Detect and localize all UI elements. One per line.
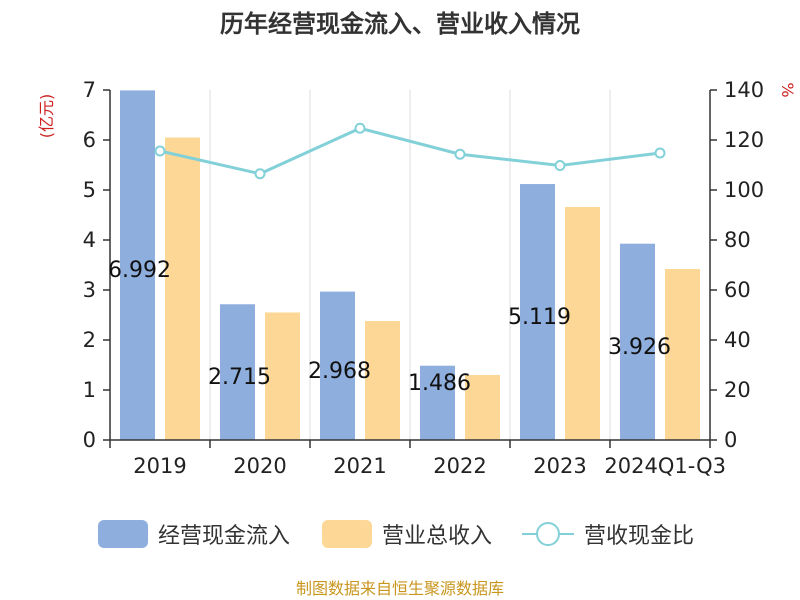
right-tick-label: 0 (724, 428, 737, 452)
data-label-cash-inflow: 5.119 (508, 305, 571, 330)
right-tick-label: 120 (724, 128, 764, 152)
data-label-cash-inflow: 6.992 (108, 258, 171, 283)
right-tick-label: 140 (724, 78, 764, 102)
left-tick-label: 1 (83, 378, 96, 402)
right-tick-label: 40 (724, 328, 751, 352)
data-label-cash-inflow: 1.486 (408, 371, 471, 396)
x-tick-label: 2019 (133, 454, 186, 478)
right-tick-label: 20 (724, 378, 751, 402)
axes: 0 1 2 3 4 5 6 7 0 20 40 60 80 100 120 140 2019 2020 2021 20… (83, 78, 764, 478)
left-tick-label: 7 (83, 78, 96, 102)
left-tick-label: 5 (83, 178, 96, 202)
ratio-point (254, 168, 266, 180)
bar-cash-inflow (520, 184, 555, 440)
data-label-cash-inflow: 2.968 (308, 359, 371, 384)
bar-cash-inflow (420, 365, 455, 440)
ratio-line-layer (154, 122, 666, 180)
legend-swatch-ratio-marker (536, 522, 560, 546)
right-tick-label: 100 (724, 178, 764, 202)
bar-cash-inflow (220, 304, 255, 440)
left-tick-label: 3 (83, 278, 96, 302)
right-tick-label: 80 (724, 228, 751, 252)
legend-label-ratio: 营收现金比 (584, 524, 694, 549)
data-label-cash-inflow: 3.926 (608, 335, 671, 360)
bar-cash-inflow (620, 243, 655, 440)
right-tick-label: 60 (724, 278, 751, 302)
left-tick-label: 0 (83, 428, 96, 452)
left-tick-label: 4 (83, 228, 96, 252)
ratio-point (154, 145, 166, 157)
x-tick-label: 2023 (533, 454, 586, 478)
chart-title: 历年经营现金流入、营业收入情况 (220, 10, 580, 38)
grid-lines (209, 90, 611, 440)
legend-swatch-cash[interactable] (98, 520, 148, 548)
left-tick-label: 6 (83, 128, 96, 152)
bar-cash-inflow (120, 90, 155, 441)
ratio-point (654, 147, 666, 159)
data-labels: 6.992 2.715 2.968 1.486 5.119 3.926 (108, 258, 671, 396)
data-label-cash-inflow: 2.715 (208, 365, 271, 390)
right-axis-unit: % (778, 82, 797, 97)
legend-swatch-revenue[interactable] (322, 520, 372, 548)
source-note: 制图数据来自恒生聚源数据库 (296, 579, 504, 598)
legend-label-cash: 经营现金流入 (158, 524, 290, 549)
bars (120, 90, 700, 441)
legend-label-revenue: 营业总收入 (382, 524, 492, 549)
left-tick-label: 2 (83, 328, 96, 352)
bar-revenue (565, 207, 600, 440)
left-axis-unit: (亿元) (37, 94, 56, 139)
ratio-point (554, 160, 566, 171)
ratio-point (454, 148, 466, 160)
x-tick-label: 2020 (233, 454, 286, 478)
x-tick-label: 2024Q1-Q3 (604, 454, 726, 478)
x-tick-label: 2021 (333, 454, 386, 478)
bar-revenue (465, 375, 500, 440)
bar-revenue (265, 312, 300, 440)
legend: 经营现金流入 营业总收入 营收现金比 (98, 520, 694, 549)
x-tick-label: 2022 (433, 454, 486, 478)
bar-revenue (165, 137, 200, 440)
bar-revenue (665, 269, 700, 440)
ratio-line (159, 126, 661, 176)
bar-cash-inflow (320, 291, 355, 440)
ratio-point (354, 122, 366, 134)
bar-revenue (365, 321, 400, 440)
